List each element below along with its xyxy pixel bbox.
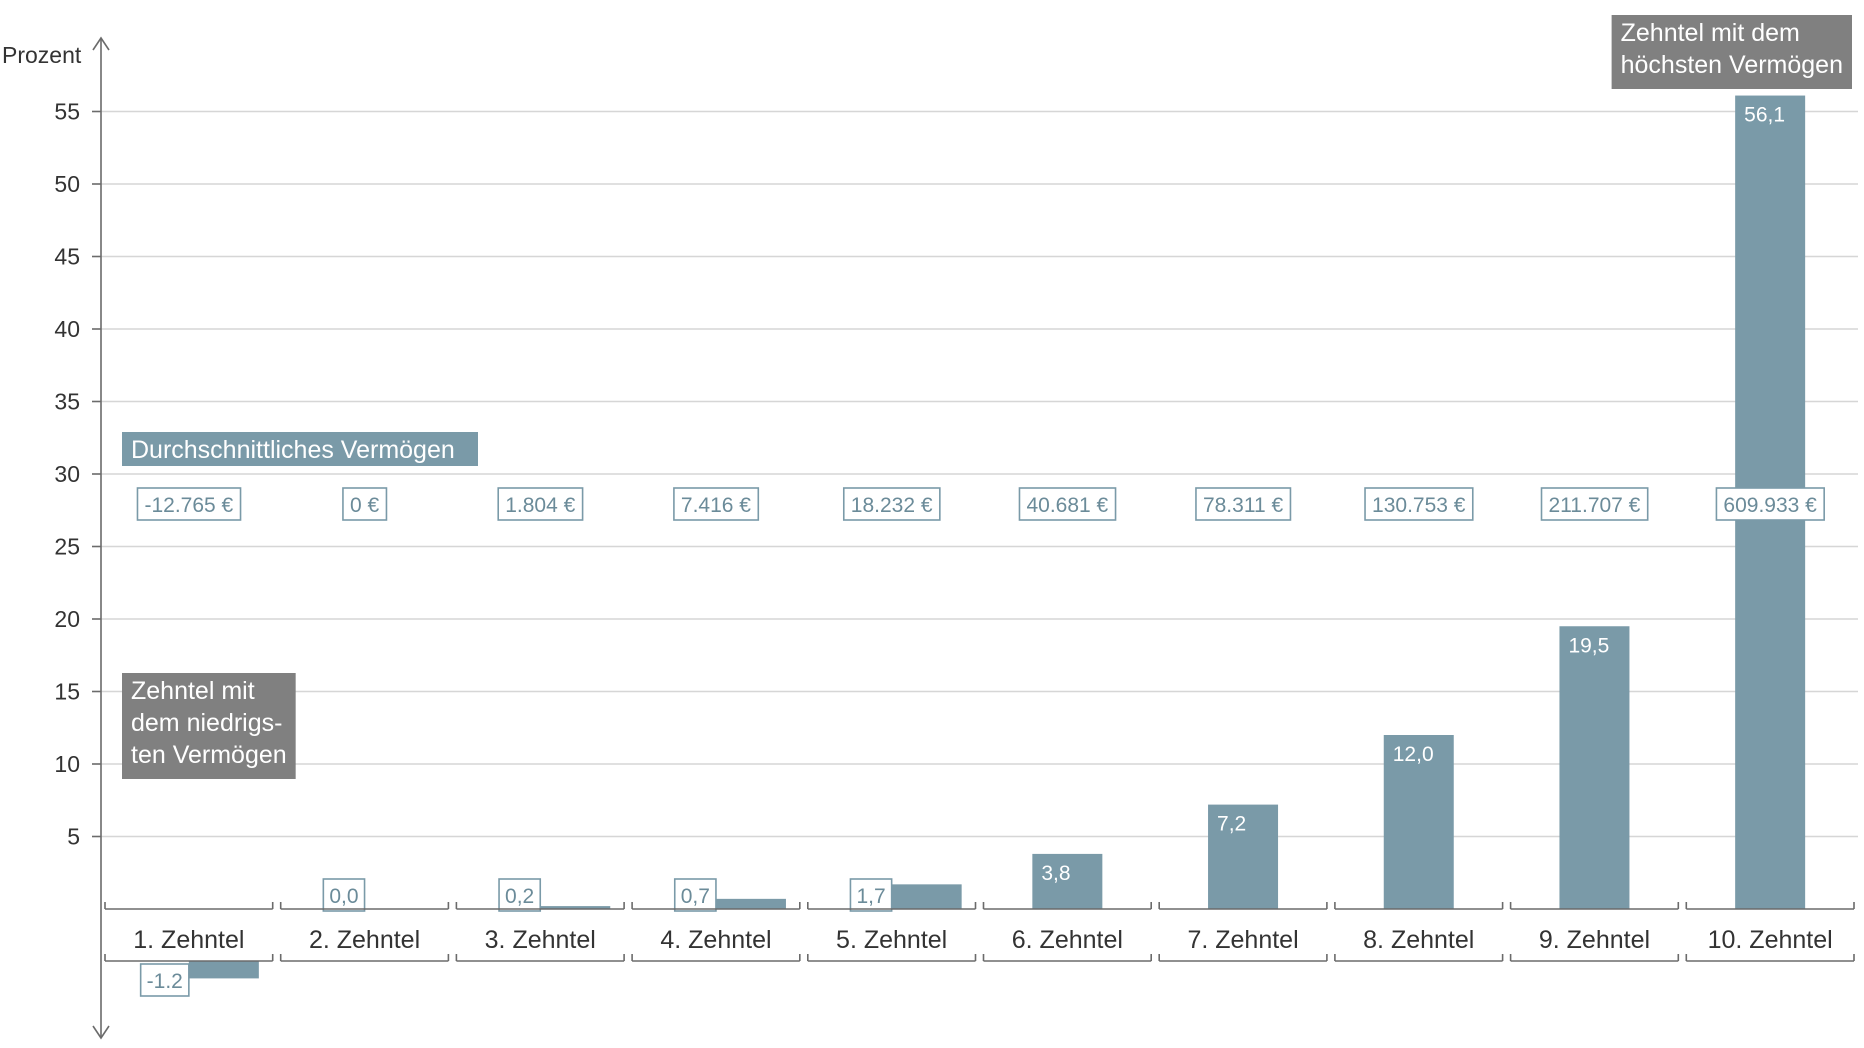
category-label: 3. Zehntel bbox=[485, 926, 596, 954]
annotation-lowest-wealth: Zehntel mit dem niedrigs-ten Vermögen bbox=[122, 673, 296, 779]
bar bbox=[715, 898, 786, 909]
annotation-line: ten Vermögen bbox=[131, 741, 287, 769]
average-wealth-label: 1.804 € bbox=[505, 494, 575, 517]
annotation-line: dem niedrigs- bbox=[131, 709, 282, 737]
y-tick-label: 35 bbox=[54, 389, 80, 415]
annotation-highest-wealth: Zehntel mit dem höchsten Vermögen bbox=[1611, 15, 1852, 89]
average-wealth-banner-bg bbox=[122, 432, 478, 466]
average-wealth-box bbox=[1018, 487, 1117, 521]
category-label: 8. Zehntel bbox=[1363, 926, 1474, 954]
average-wealth-label: 130.753 € bbox=[1372, 494, 1466, 517]
y-tick-label: 55 bbox=[54, 99, 80, 125]
y-tick-label: 5 bbox=[67, 824, 80, 850]
average-wealth-box bbox=[842, 487, 941, 521]
value-label-box bbox=[139, 963, 190, 997]
value-label: 3,8 bbox=[1041, 862, 1070, 885]
category-labels: 1. Zehntel 2. Zehntel 3. Zehntel 4. Zehntel… bbox=[133, 926, 1832, 954]
bar bbox=[1559, 626, 1630, 909]
category-label: 4. Zehntel bbox=[660, 926, 771, 954]
average-wealth-label: 40.681 € bbox=[1026, 494, 1108, 517]
average-wealth-label: 211.707 € bbox=[1549, 494, 1641, 517]
average-wealth-box bbox=[1540, 487, 1649, 521]
category-label: 2. Zehntel bbox=[309, 926, 420, 954]
average-wealth-label: 7.416 € bbox=[681, 494, 751, 517]
category-label: 9. Zehntel bbox=[1539, 926, 1650, 954]
bar bbox=[1383, 735, 1454, 909]
category-label: 7. Zehntel bbox=[1187, 926, 1298, 954]
y-axis-label: Prozent bbox=[2, 42, 82, 68]
y-axis-arrow-down bbox=[92, 1025, 110, 1040]
average-wealth-box bbox=[497, 487, 584, 521]
y-tick-label: 40 bbox=[54, 316, 80, 342]
annotation-line: Zehntel mit bbox=[131, 677, 255, 705]
bars bbox=[188, 95, 1806, 979]
value-label: -1.2 bbox=[147, 970, 183, 993]
value-label: 0,7 bbox=[681, 885, 710, 908]
average-wealth-box bbox=[1195, 487, 1292, 521]
value-label-box bbox=[322, 878, 366, 912]
value-label: 56,1 bbox=[1744, 104, 1785, 127]
category-label: 1. Zehntel bbox=[133, 926, 244, 954]
y-tick-label: 45 bbox=[54, 244, 80, 270]
average-wealth-box bbox=[1364, 487, 1474, 521]
y-tick-label: 15 bbox=[54, 679, 80, 705]
value-labels: -1.2 0,0 0,2 0,7 1,7 3,8 7,2 12,0 19,5 56,1 bbox=[139, 104, 1785, 997]
value-label: 0,2 bbox=[505, 885, 534, 908]
average-wealth-box bbox=[136, 487, 242, 521]
bar bbox=[188, 961, 259, 979]
average-wealth-banner: Durchschnittliches Vermögen bbox=[122, 432, 478, 466]
category-label: 10. Zehntel bbox=[1708, 926, 1833, 954]
y-tick-label: 25 bbox=[54, 534, 80, 560]
bar bbox=[1208, 804, 1279, 909]
category-label: 6. Zehntel bbox=[1012, 926, 1123, 954]
y-tick-label: 50 bbox=[54, 171, 80, 197]
value-label: 0,0 bbox=[329, 885, 358, 908]
bar bbox=[891, 884, 962, 909]
value-label: 19,5 bbox=[1568, 634, 1609, 657]
bar bbox=[540, 906, 611, 909]
average-wealth-box bbox=[1715, 487, 1825, 521]
bar bbox=[1032, 853, 1103, 909]
average-wealth-label: -12.765 € bbox=[144, 494, 233, 517]
annotation-line: höchsten Vermögen bbox=[1621, 51, 1843, 79]
annotation-bg bbox=[1611, 15, 1852, 89]
value-label-box bbox=[849, 878, 893, 912]
annotation-line: Zehntel mit dem bbox=[1621, 19, 1800, 47]
value-label: 1,7 bbox=[856, 885, 885, 908]
value-label: 12,0 bbox=[1393, 743, 1434, 766]
y-tick-label: 10 bbox=[54, 751, 80, 777]
gridlines bbox=[101, 110, 1858, 838]
average-wealth-label: 0 € bbox=[350, 494, 380, 517]
value-label-box bbox=[673, 878, 717, 912]
average-wealth-box bbox=[673, 487, 760, 521]
average-wealth-label: 18.232 € bbox=[851, 494, 933, 517]
value-label-box bbox=[498, 878, 542, 912]
average-wealth-title: Durchschnittliches Vermögen bbox=[131, 436, 455, 464]
average-wealth-box bbox=[342, 487, 388, 521]
annotation-bg bbox=[122, 673, 296, 779]
category-label: 5. Zehntel bbox=[836, 926, 947, 954]
average-wealth-labels: -12.765 € 0 € 1.804 € 7.416 € 18.232 € 40.681… bbox=[136, 487, 1825, 521]
axes: 5 10 15 20 25 30 35 40 45 50 55 Prozent bbox=[2, 36, 1855, 1040]
y-axis-arrow-up bbox=[92, 36, 110, 51]
average-wealth-label: 609.933 € bbox=[1723, 494, 1817, 517]
value-label: 7,2 bbox=[1217, 813, 1246, 836]
y-tick-label: 20 bbox=[54, 606, 80, 632]
average-wealth-label: 78.311 € bbox=[1203, 494, 1284, 517]
y-tick-label: 30 bbox=[54, 461, 80, 487]
